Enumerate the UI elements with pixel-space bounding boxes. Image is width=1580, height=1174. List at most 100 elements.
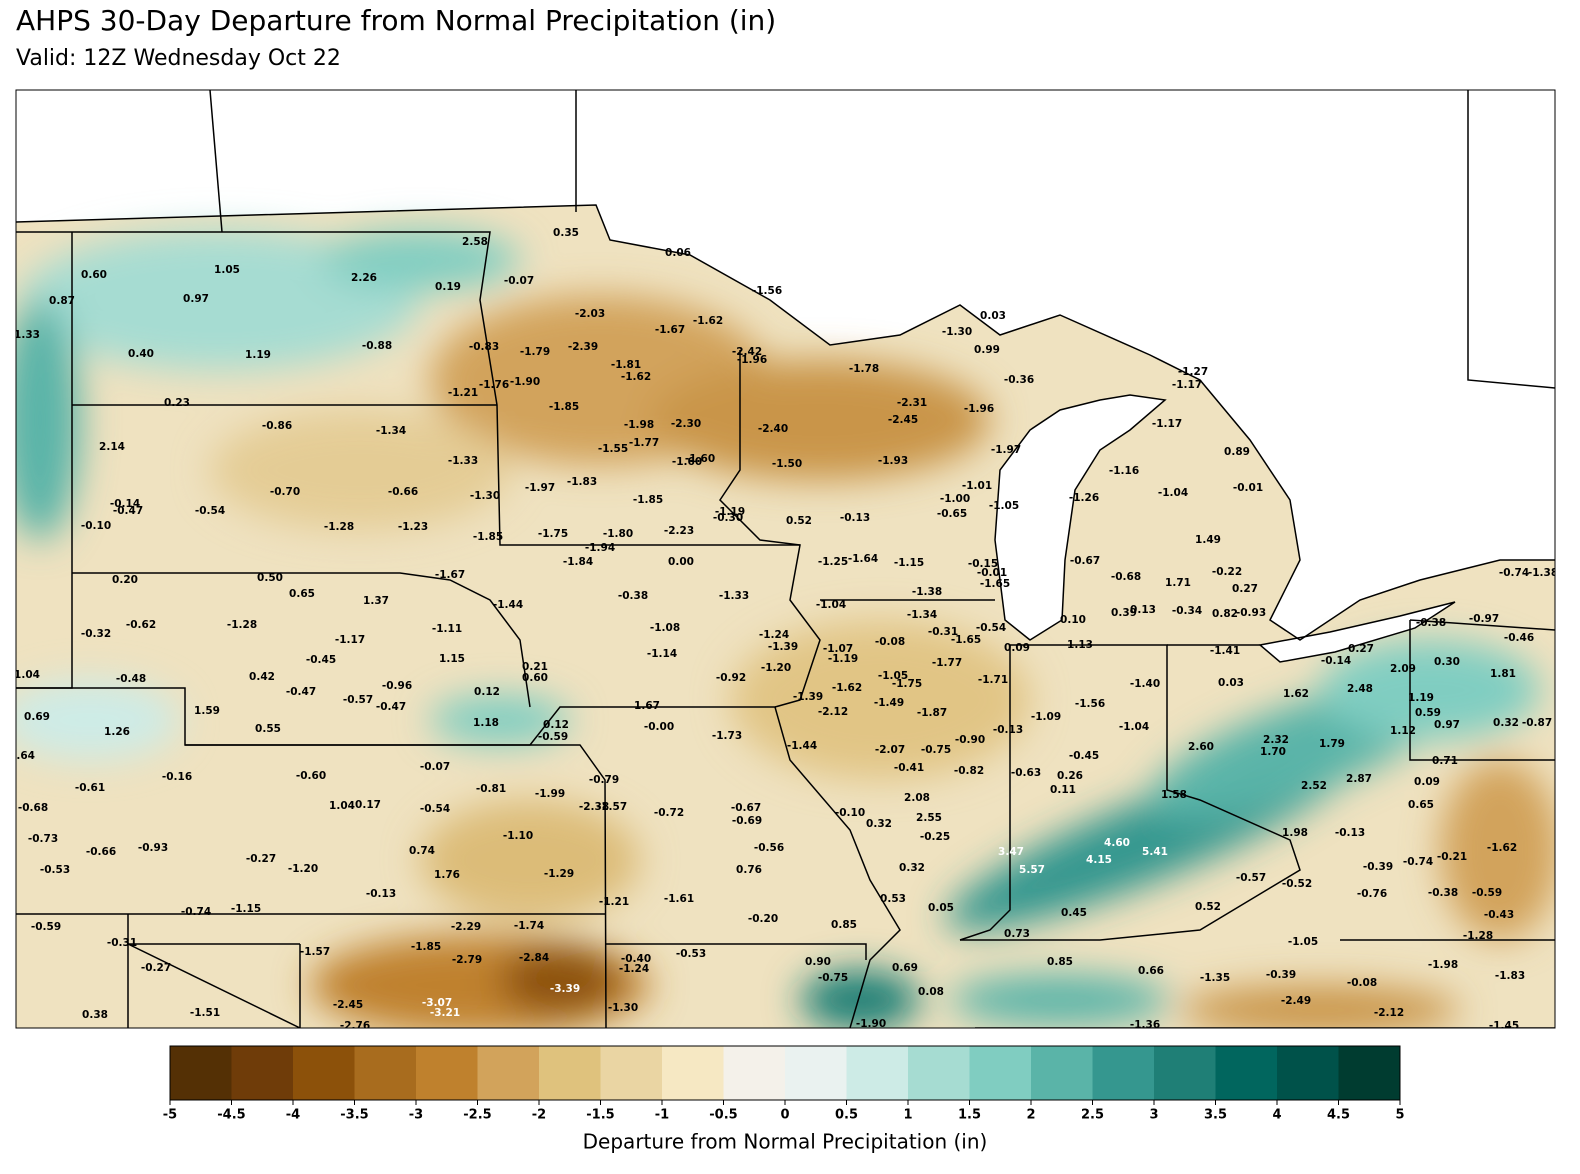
- station-value: 2.08: [904, 792, 930, 804]
- station-value: -1.61: [664, 893, 694, 905]
- station-value: -1.51: [190, 1007, 220, 1019]
- station-value: -2.07: [875, 744, 905, 756]
- station-value: -2.45: [333, 999, 363, 1011]
- station-value: -0.39: [1363, 861, 1393, 873]
- station-value: -1.74: [514, 920, 544, 932]
- station-value: -1.67: [655, 324, 685, 336]
- station-value: -1.49: [874, 697, 904, 709]
- station-value: 0.27: [1232, 583, 1258, 595]
- station-value: -1.71: [978, 674, 1008, 686]
- colorbar-tick-label: 0: [780, 1108, 789, 1123]
- station-value: -0.45: [1069, 750, 1099, 762]
- station-value: -0.75: [818, 972, 848, 984]
- station-value: -1.83: [1495, 970, 1525, 982]
- station-value: -0.47: [113, 505, 143, 517]
- station-value: 1.49: [1195, 534, 1221, 546]
- colorbar-tick-label: -3: [409, 1108, 423, 1123]
- station-value: -1.38: [1528, 567, 1558, 579]
- station-value: 0.89: [1224, 446, 1250, 458]
- station-value: 0.85: [1047, 956, 1073, 968]
- station-value: 0.64: [9, 750, 35, 762]
- station-value: -0.48: [116, 673, 146, 685]
- station-value: 2.14: [99, 441, 125, 453]
- station-value: -1.85: [473, 531, 503, 543]
- station-value: 0.59: [1415, 707, 1441, 719]
- colorbar-bin: [785, 1046, 847, 1100]
- station-value: -1.99: [535, 788, 565, 800]
- station-value: 0.05: [928, 902, 954, 914]
- station-value: -1.67: [435, 569, 465, 581]
- station-value: 2.55: [916, 812, 942, 824]
- station-value: -1.05: [1288, 936, 1318, 948]
- station-value: -1.04: [816, 599, 846, 611]
- colorbar-tick-label: 1: [903, 1108, 912, 1123]
- station-value: 0.26: [1057, 770, 1083, 782]
- station-value: -0.13: [1335, 827, 1365, 839]
- station-value: -0.67: [731, 802, 761, 814]
- station-value: -1.40: [1130, 678, 1160, 690]
- colorbar-bin: [170, 1046, 232, 1100]
- station-value: -1.60: [672, 456, 702, 468]
- station-value: -0.00: [644, 721, 674, 733]
- station-value: 0.11: [1050, 784, 1076, 796]
- station-value: -1.44: [787, 740, 817, 752]
- station-value: -1.10: [503, 830, 533, 842]
- station-value: 0.52: [1195, 901, 1221, 913]
- station-value: -0.39: [1266, 969, 1296, 981]
- station-value: 0.12: [543, 719, 569, 731]
- colorbar-tick-label: 3: [1149, 1108, 1158, 1123]
- station-value: -1.24: [619, 963, 649, 975]
- station-value: -0.56: [754, 842, 784, 854]
- station-value: -0.40: [621, 953, 651, 965]
- station-value: -1.21: [599, 896, 629, 908]
- station-value: -0.13: [993, 724, 1023, 736]
- colorbar-tick-label: 0.5: [835, 1108, 858, 1123]
- station-value: 0.32: [866, 818, 892, 830]
- station-value: -2.03: [575, 308, 605, 320]
- station-value: 1.59: [194, 705, 220, 717]
- station-value: 1.70: [1260, 746, 1286, 758]
- station-value: 1.67: [634, 700, 660, 712]
- shading: [16, 230, 1555, 1028]
- station-value: -1.35: [1200, 972, 1230, 984]
- station-value: -0.74: [1499, 567, 1529, 579]
- station-value: -1.56: [752, 285, 782, 297]
- station-value: 0.09: [1414, 776, 1440, 788]
- station-value: 2.32: [1263, 734, 1289, 746]
- station-value: -0.22: [1212, 566, 1242, 578]
- station-value: 0.10: [1060, 614, 1086, 626]
- station-value: 2.60: [1188, 741, 1214, 753]
- station-value: 0.03: [1218, 677, 1244, 689]
- station-value: -0.62: [126, 619, 156, 631]
- station-value: -1.50: [772, 458, 802, 470]
- station-value: -0.13: [366, 888, 396, 900]
- station-value: -1.77: [932, 657, 962, 669]
- colorbar-tick-label: 2: [1026, 1108, 1035, 1123]
- station-value: -2.30: [671, 418, 701, 430]
- station-value: -3.21: [430, 1007, 460, 1019]
- station-value: 2.58: [462, 236, 488, 248]
- station-labels: 0.35 2.58 0.06 0.60 1.05 2.26 0.19 -0.07 -1.56 0.…: [9, 227, 1558, 1028]
- colorbar-bin: [231, 1046, 294, 1100]
- station-value: 1.19: [245, 349, 271, 361]
- station-value: -0.25: [920, 831, 950, 843]
- station-value: -2.49: [1281, 995, 1311, 1007]
- station-value: -1.94: [585, 542, 615, 554]
- station-value: -1.90: [510, 376, 540, 388]
- boundaries: [16, 90, 1555, 1028]
- colorbar-bin: [477, 1046, 540, 1100]
- station-value: -0.59: [31, 921, 61, 933]
- colorbar-tick-label: -0.5: [709, 1108, 737, 1123]
- station-value: 1.15: [439, 653, 465, 665]
- station-value: 0.60: [81, 269, 107, 281]
- station-value: -1.62: [1487, 842, 1517, 854]
- station-value: -2.29: [451, 921, 481, 933]
- station-value: -0.87: [1522, 717, 1552, 729]
- station-value: -0.53: [40, 864, 70, 876]
- colorbar-tick-label: 4: [1272, 1108, 1281, 1123]
- station-value: 2.26: [351, 272, 377, 284]
- station-value: -1.19: [828, 653, 858, 665]
- station-value: 1.19: [1408, 692, 1434, 704]
- station-value: -0.14: [1321, 655, 1351, 667]
